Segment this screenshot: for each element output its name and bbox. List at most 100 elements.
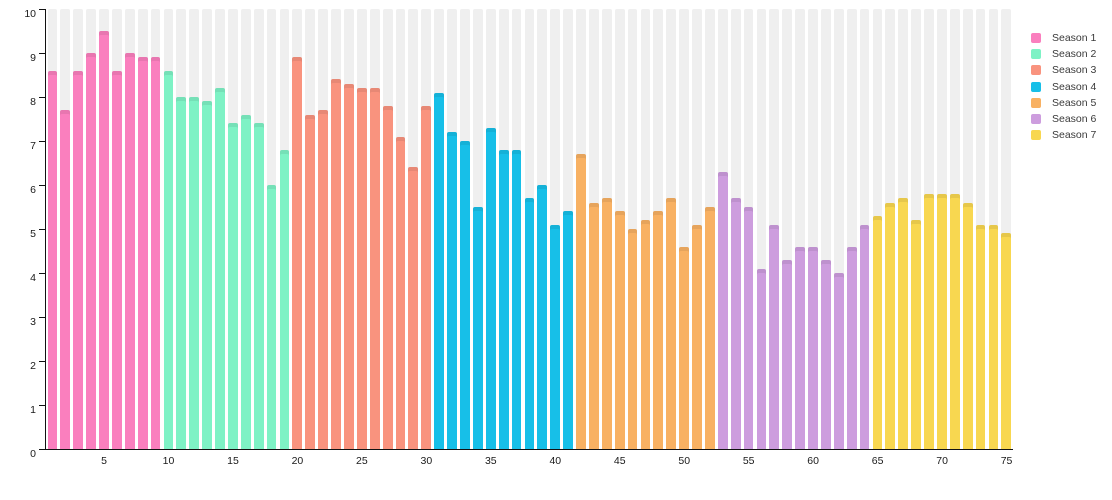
legend-item-season-5[interactable]: Season 5: [1031, 95, 1096, 111]
episode-column: [214, 9, 227, 449]
episode-column: [201, 9, 214, 449]
episode-column: [446, 9, 459, 449]
episode-column: [768, 9, 781, 449]
episode-column: [175, 9, 188, 449]
y-tick-label: 4: [30, 272, 36, 284]
episode-column: [948, 9, 961, 449]
episode-bar: [859, 224, 870, 449]
episode-column: [110, 9, 123, 449]
x-tick-label: 10: [162, 455, 175, 467]
episode-bar: [576, 154, 586, 449]
episode-bar: [666, 198, 677, 449]
episode-column: [420, 9, 433, 449]
legend-item-season-2[interactable]: Season 2: [1031, 46, 1096, 62]
episode-bar: [279, 149, 290, 449]
x-tick-label: 45: [613, 455, 626, 467]
legend-item-season-7[interactable]: Season 7: [1031, 127, 1096, 143]
episode-bar: [820, 259, 831, 449]
episode-column: [149, 9, 162, 449]
episode-bar: [898, 198, 909, 449]
episode-column: [832, 9, 845, 449]
episode-bar: [150, 57, 161, 449]
episode-column: [781, 9, 794, 449]
episode-column: [961, 9, 974, 449]
episode-bar: [846, 246, 857, 449]
episode-bar: [60, 110, 71, 449]
y-tick-label: 1: [30, 404, 36, 416]
episode-track: [1001, 9, 1012, 449]
episode-bar: [563, 211, 573, 449]
y-tick-mark: [39, 96, 45, 98]
episode-bar: [215, 88, 225, 449]
episode-track: [820, 9, 831, 449]
episode-bar: [795, 246, 805, 449]
episode-column: [613, 9, 626, 449]
x-tick-label: 15: [227, 455, 239, 467]
y-tick-label: 9: [30, 52, 36, 64]
legend-swatch-icon: [1031, 33, 1041, 44]
y-tick-label: 0: [30, 448, 36, 460]
episode-column: [265, 9, 278, 449]
y-tick-mark: [39, 228, 45, 230]
episode-bar: [743, 207, 754, 449]
episode-bar: [99, 31, 109, 449]
y-tick-label: 10: [24, 8, 36, 20]
y-tick-mark: [39, 140, 45, 142]
episode-bar: [163, 70, 174, 449]
episode-column: [742, 9, 755, 449]
episode-column: [278, 9, 291, 449]
episode-bar: [962, 202, 973, 449]
y-tick-mark: [39, 316, 45, 318]
episode-bar: [653, 211, 664, 449]
episode-column: [639, 9, 652, 449]
x-tick-label: 70: [936, 455, 948, 467]
episode-bar: [704, 207, 715, 449]
episode-bar: [524, 198, 535, 449]
y-tick-mark: [39, 52, 45, 54]
episode-column: [871, 9, 884, 449]
episode-bar: [640, 220, 651, 449]
y-tick-label: 8: [30, 96, 36, 108]
episode-bar: [202, 101, 213, 449]
episode-bar: [305, 114, 316, 449]
legend-item-season-3[interactable]: Season 3: [1031, 62, 1096, 78]
legend-label: Season 1: [1052, 32, 1097, 45]
episode-bar: [176, 97, 187, 449]
episode-bar: [472, 207, 483, 449]
episode-column: [317, 9, 330, 449]
episode-bar: [447, 132, 457, 449]
x-tick-label: 50: [678, 455, 691, 467]
episode-bar: [975, 224, 986, 449]
legend-label: Season 4: [1052, 80, 1097, 93]
episode-column: [807, 9, 820, 449]
legend-item-season-6[interactable]: Season 6: [1031, 111, 1096, 127]
episode-bar: [885, 202, 896, 449]
episode-bar: [356, 88, 367, 449]
episode-track: [846, 9, 857, 449]
y-tick-mark: [39, 404, 45, 406]
x-tick-label: 30: [420, 455, 433, 467]
episode-column: [1000, 9, 1013, 449]
episode-column: [600, 9, 613, 449]
y-tick-label: 7: [30, 140, 36, 152]
episode-column: [987, 9, 1000, 449]
episode-track: [833, 9, 844, 449]
legend-label: Season 2: [1052, 48, 1097, 61]
episode-column: [484, 9, 497, 449]
legend-label: Season 7: [1052, 129, 1097, 142]
x-tick-label: 5: [101, 455, 107, 467]
legend-item-season-4[interactable]: Season 4: [1031, 79, 1096, 95]
legend-label: Season 3: [1052, 64, 1097, 77]
episode-bar: [730, 198, 741, 449]
episode-bar: [124, 53, 135, 449]
episode-bar: [395, 136, 406, 449]
episode-bar: [769, 224, 780, 449]
y-tick-label: 6: [30, 184, 36, 196]
legend-swatch-icon: [1031, 49, 1041, 60]
y-tick-mark: [39, 448, 45, 450]
legend-item-season-1[interactable]: Season 1: [1031, 30, 1096, 46]
legend-label: Season 5: [1052, 96, 1097, 109]
episode-bar: [112, 70, 122, 449]
episode-bar: [692, 224, 702, 449]
episode-bar: [498, 149, 509, 449]
